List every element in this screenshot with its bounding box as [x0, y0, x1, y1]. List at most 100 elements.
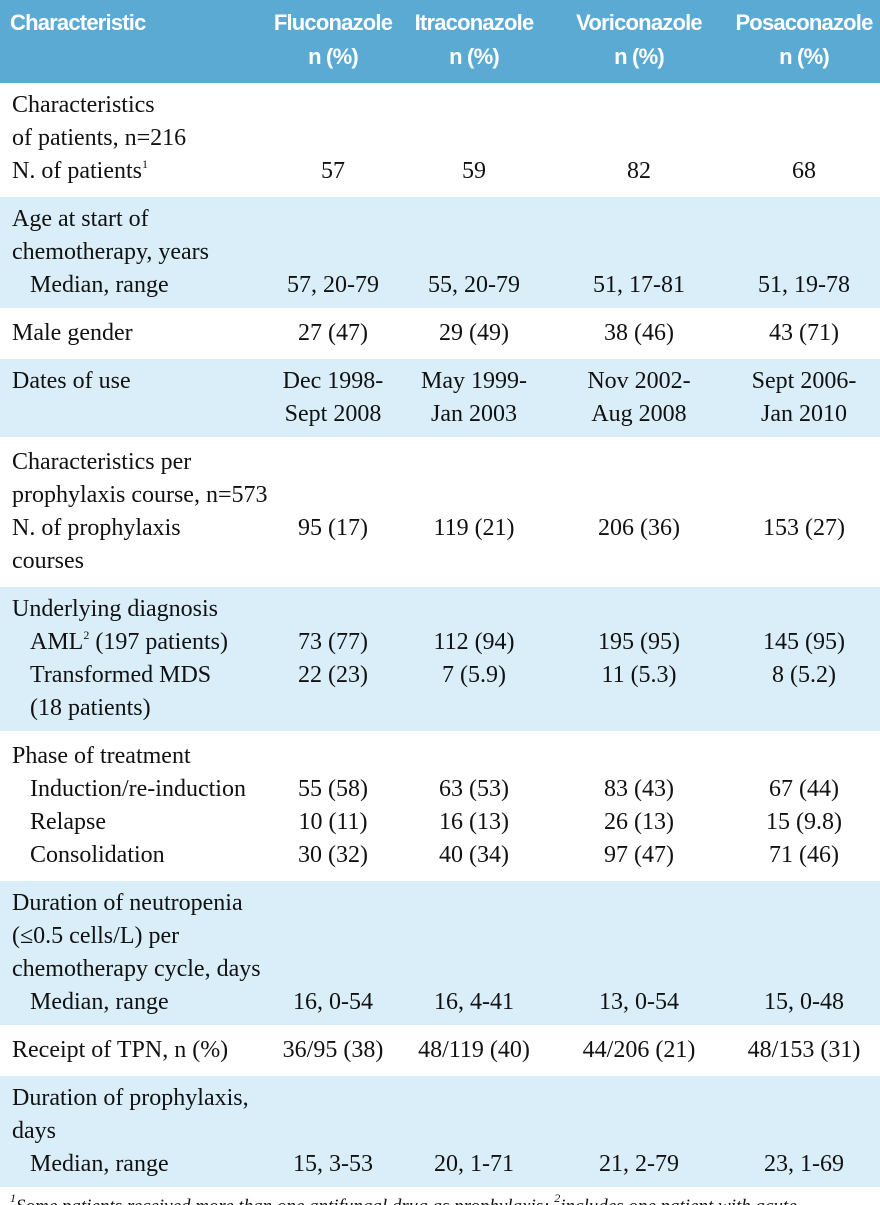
- row-label: [0, 398, 268, 439]
- table-row: Relapse 10 (11) 16 (13) 26 (13) 15 (9.8): [0, 806, 880, 839]
- value-cell: [550, 1115, 728, 1148]
- value-cell: [398, 83, 550, 122]
- value-cell: 82: [627, 158, 651, 184]
- value-cell: [398, 731, 550, 773]
- table-header: Characteristic Fluconazole n (%) Itraconaz…: [0, 0, 880, 83]
- value-cell: 83 (43): [604, 776, 674, 802]
- table-row: Sept 2008 Jan 2003 Aug 2008 Jan 2010: [0, 398, 880, 439]
- value-cell: [268, 194, 398, 236]
- row-label: Underlying diagnosis: [0, 584, 268, 626]
- table-row: Underlying diagnosis: [0, 584, 880, 626]
- label-text: Duration of prophylaxis,: [12, 1085, 249, 1111]
- label-text: Relapse: [30, 809, 106, 835]
- value-cell: 7 (5.9): [398, 659, 550, 692]
- row-label: Characteristics: [0, 83, 268, 122]
- value-cell: 23, 1-69: [728, 1148, 880, 1187]
- value-cell: 21, 2-79: [550, 1148, 728, 1187]
- value-cell: [398, 920, 550, 953]
- row-label: Median, range: [0, 1148, 268, 1187]
- label-text: Characteristics per: [12, 449, 192, 475]
- value-cell: [398, 194, 550, 236]
- value-cell: [268, 1073, 398, 1115]
- row-label: Dates of use: [0, 356, 268, 398]
- value-cell: [728, 437, 880, 479]
- label-text: (197 patients): [95, 629, 228, 655]
- label-text: Induction/re-induction: [30, 776, 246, 802]
- label-text: prophylaxis course, n=573: [12, 482, 268, 508]
- label-text: Male gender: [12, 320, 133, 346]
- row-label: Receipt of TPN, n (%): [0, 1025, 268, 1075]
- value-cell: [268, 920, 398, 953]
- row-label: chemotherapy, years: [0, 236, 268, 269]
- value-cell: [398, 878, 550, 920]
- value-cell: [728, 731, 880, 773]
- label-text: Dates of use: [12, 368, 131, 394]
- value-cell: 71 (46): [769, 842, 839, 868]
- table-row: Transformed MDS 22 (23) 7 (5.9) 11 (5.3) 8 (…: [0, 659, 880, 692]
- value-cell: [550, 953, 728, 986]
- label-text: Underlying diagnosis: [12, 596, 218, 622]
- value-cell: [728, 920, 880, 953]
- value-cell: [550, 1073, 728, 1115]
- header-cell: Characteristic: [0, 0, 268, 83]
- value-cell: [550, 194, 728, 236]
- value-cell: [728, 878, 880, 920]
- value-cell: [550, 584, 728, 626]
- value-cell: [728, 545, 880, 586]
- row-label: Consolidation: [0, 839, 268, 880]
- value-cell: 43 (71): [728, 308, 880, 358]
- row-label: Male gender: [0, 308, 268, 358]
- table-row: Characteristics: [0, 83, 880, 122]
- value-cell: [268, 437, 398, 479]
- value-cell: [398, 1073, 550, 1115]
- value-cell: 40 (34): [439, 842, 509, 868]
- row-label: Characteristics per: [0, 437, 268, 479]
- value-cell: [728, 584, 880, 626]
- value-cell: [398, 692, 550, 733]
- value-cell: 55, 20-79: [398, 269, 550, 310]
- unit: n (%): [308, 44, 359, 69]
- table-row: Duration of neutropenia: [0, 878, 880, 920]
- value-cell: [550, 878, 728, 920]
- value-cell: [550, 920, 728, 953]
- label-text: (≤0.5 cells/L) per: [12, 923, 180, 949]
- table-row: Dates of use Dec 1998- May 1999- Nov 2002- S…: [0, 356, 880, 398]
- value-cell: 30 (32): [298, 842, 368, 868]
- value-cell: [728, 236, 880, 269]
- table-body: Characteristics of patients, n=216 N. of p…: [0, 83, 880, 1187]
- footnote-mark: 1: [10, 1191, 16, 1205]
- value-cell: 15, 0-48: [728, 986, 880, 1027]
- value-cell: [268, 878, 398, 920]
- table-row: courses: [0, 545, 880, 586]
- row-label: Age at start of: [0, 194, 268, 236]
- label-text: Median, range: [30, 1151, 169, 1177]
- label-text: Age at start of: [12, 206, 149, 232]
- value-cell: 44/206 (21): [550, 1025, 728, 1075]
- value-cell: [398, 479, 550, 512]
- table-row: chemotherapy cycle, days: [0, 953, 880, 986]
- header-cell: Voriconazole n (%): [550, 0, 728, 83]
- row-label: prophylaxis course, n=573: [0, 479, 268, 512]
- value-cell: [550, 545, 728, 586]
- value-cell: [398, 437, 550, 479]
- drug-name: Posaconazole: [735, 10, 873, 35]
- label-text: days: [12, 1118, 56, 1144]
- value-cell: [268, 545, 398, 586]
- table-row: N. of prophylaxis 95 (17) 119 (21) 206 (36)…: [0, 512, 880, 545]
- value-cell: 16 (13): [439, 809, 509, 835]
- value-cell: [728, 1073, 880, 1115]
- value-cell: 26 (13): [604, 809, 674, 835]
- value-cell: 10 (11): [298, 809, 368, 835]
- value-cell: Aug 2008: [550, 398, 728, 439]
- table-row: Receipt of TPN, n (%) 36/95 (38) 48/119 (4…: [0, 1025, 880, 1075]
- value-cell: 97 (47): [604, 842, 674, 868]
- row-label: courses: [0, 545, 268, 586]
- value-cell: [398, 584, 550, 626]
- table-row: Characteristics per: [0, 437, 880, 479]
- label-text: N. of prophylaxis: [12, 515, 181, 541]
- table-row: Median, range 57, 20-79 55, 20-79 51, 17-81…: [0, 269, 880, 310]
- value-cell: 63 (53): [439, 776, 509, 802]
- table-row: Median, range 15, 3-53 20, 1-71 21, 2-79 23,…: [0, 1148, 880, 1187]
- table-row: (≤0.5 cells/L) per: [0, 920, 880, 953]
